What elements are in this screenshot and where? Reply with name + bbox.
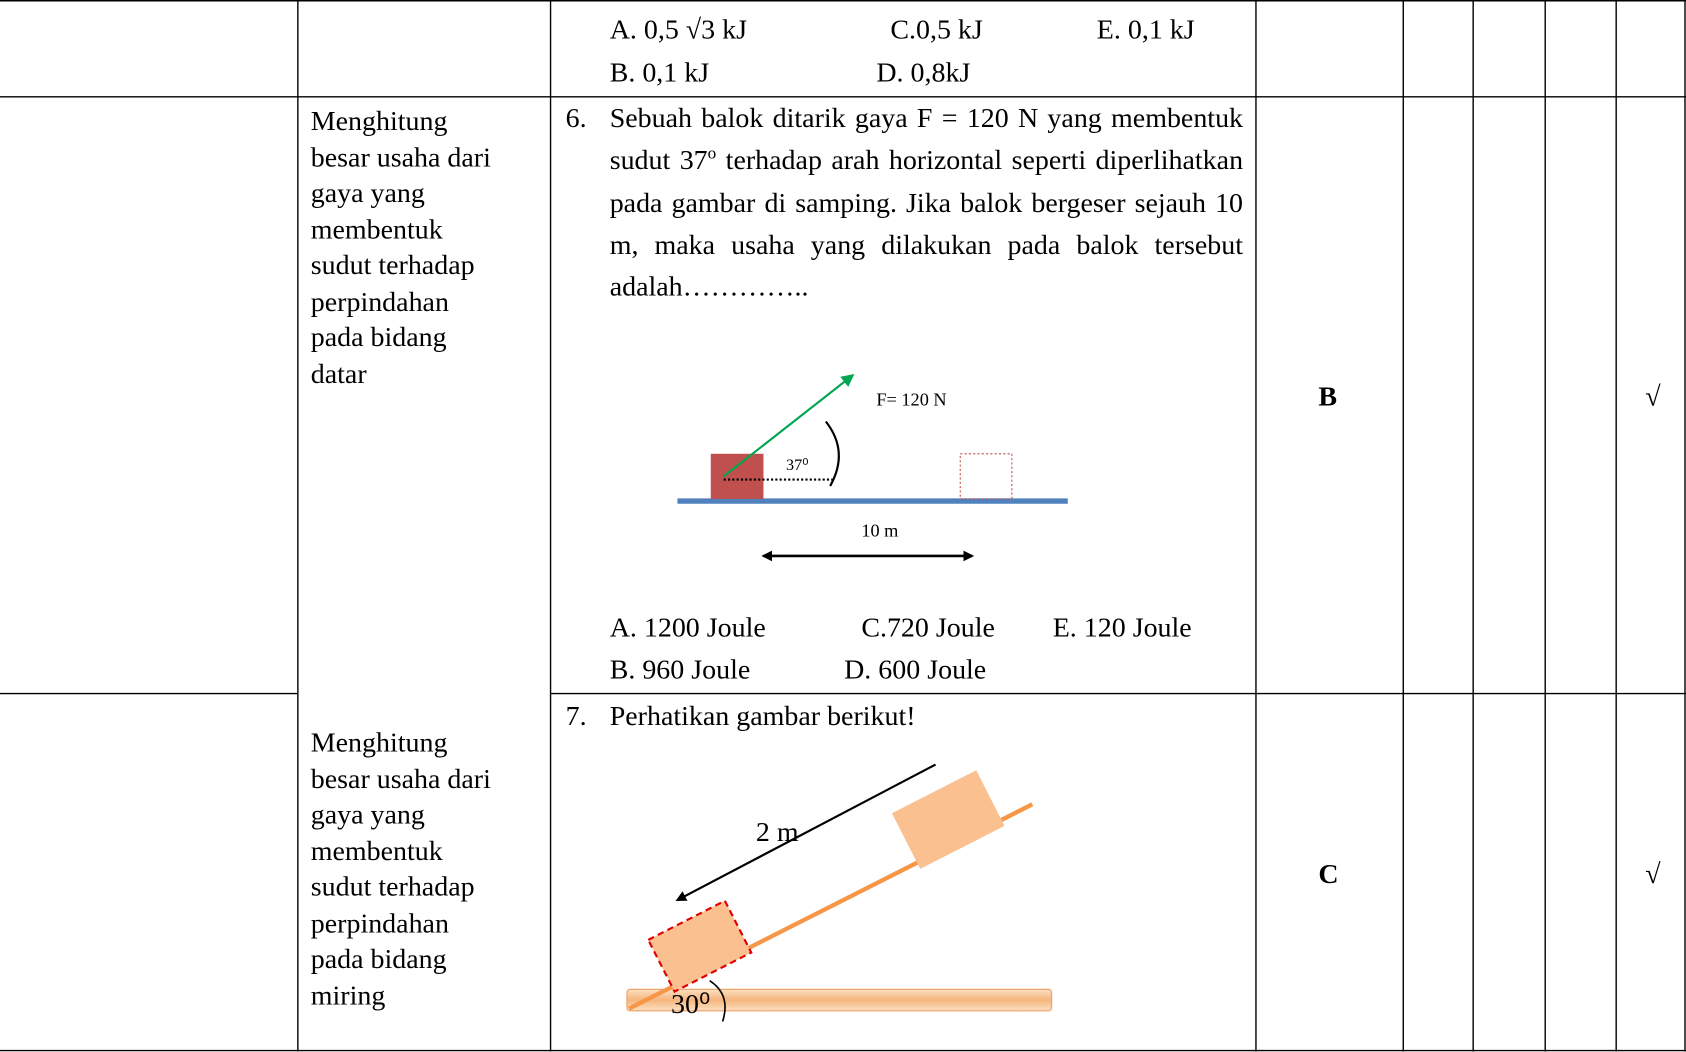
option: E. 120 Joule [1053,610,1192,647]
indicator-line: pada bidang [311,319,447,356]
option: E. 0,1 kJ [1097,12,1195,49]
answer: C [1318,856,1338,893]
question-part: o [708,145,717,163]
indicator-line: perpindahan [311,905,449,942]
figure-label: 37⁰ [786,447,809,484]
indicator-line: besar usaha dari [311,761,491,798]
page: {"table": {"rows": [ {"options": ["A. 0,… [0,0,1686,1052]
indicator-line: membentuk [311,833,443,870]
question: Perhatikan gambar berikut! [610,698,916,735]
indicator-line: sudut terhadap [311,869,475,906]
option: D. 600 Joule [844,652,986,689]
indicator-line: membentuk [311,211,443,248]
question: Sebuah balok ditarik gaya F = 120 N yang… [610,97,1243,308]
indicator-line: miring [311,977,386,1014]
indicator-line: datar [311,355,367,392]
figure-label: 10 m [861,513,898,550]
indicator-line: Menghitung [311,103,448,140]
figure-label: 30⁰ [671,986,710,1023]
indicator-line: gaya yang [311,175,425,212]
option: C.720 Joule [861,610,995,647]
table: A. 0,5 √3 kJ C.0,5 kJ E. 0,1 kJ B. 0,1 kJ D.… [0,0,1686,1052]
indicator-line: pada bidang [311,941,447,978]
figure-7 [627,765,1052,1022]
indicator-line: gaya yang [311,797,425,834]
indicator-line: sudut terhadap [311,247,475,284]
option: A. 1200 Joule [610,610,766,647]
option: A. 0,5 √3 kJ [610,12,747,49]
question-number: 6. [566,100,587,137]
option: B. 0,1 kJ [610,55,709,92]
option: D. 0,8kJ [876,55,970,92]
indicator-line: besar usaha dari [311,139,491,176]
figure-label: F= 120 N [876,382,946,419]
indicator-line: Menghitung [311,725,448,762]
option: B. 960 Joule [610,652,751,689]
check-mark: √ [1645,856,1660,893]
answer: B [1318,379,1337,416]
question-number: 7. [566,698,587,735]
check-mark: √ [1645,379,1660,416]
figure-label: 2 m [756,814,799,851]
indicator-line: perpindahan [311,283,449,320]
option: C.0,5 kJ [890,12,982,49]
